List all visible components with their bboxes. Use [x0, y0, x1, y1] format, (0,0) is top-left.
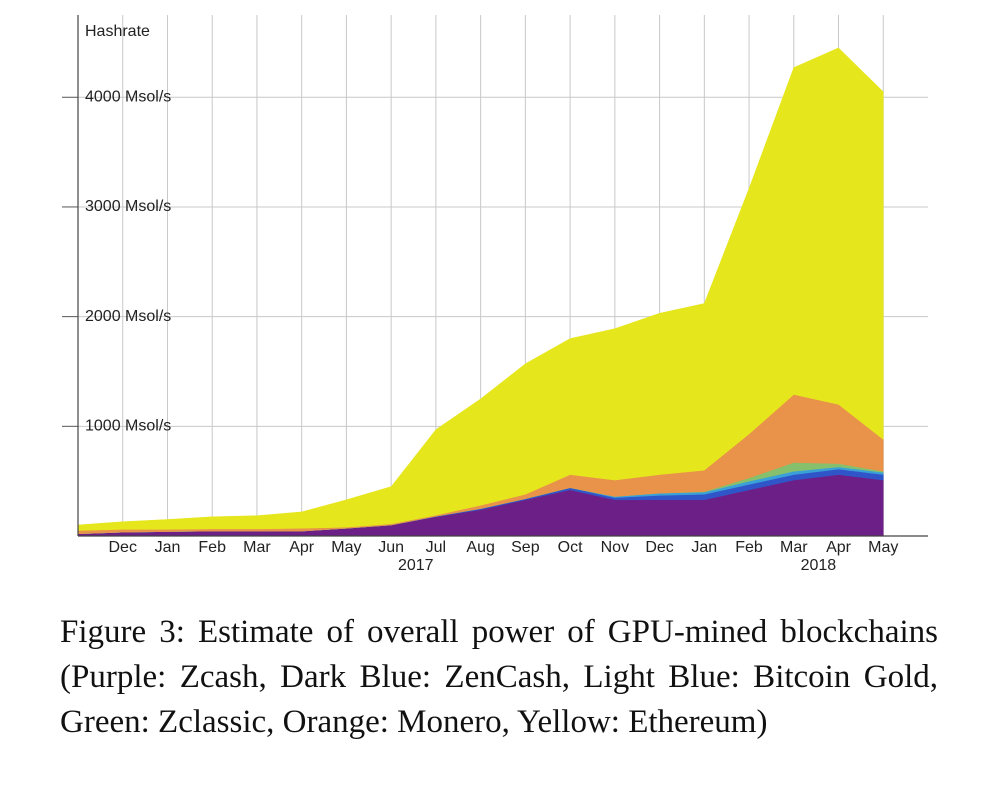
area — [77, 47, 884, 531]
x-tick-label: Jan — [691, 539, 717, 556]
x-tick-label: Jul — [426, 539, 446, 556]
x-tick-label: Apr — [826, 539, 852, 556]
axes: Dec Jan Feb Mar Apr May Jun Jul Aug Sep Oct Nov Dec J… — [62, 15, 928, 574]
x-tick-label: Dec — [109, 539, 137, 556]
x-tick-label: Aug — [466, 539, 494, 556]
x-tick-label: Jan — [155, 539, 181, 556]
x-tick-label: May — [331, 539, 361, 556]
x-tick-label: Mar — [780, 539, 808, 556]
y-axis-label: Hashrate — [85, 23, 150, 40]
x-tick-label: Nov — [601, 539, 629, 556]
x-tick-label: May — [868, 539, 898, 556]
x-tick-label: Sep — [511, 539, 540, 556]
x-tick-label: Feb — [735, 539, 763, 556]
x-tick-label: Dec — [645, 539, 673, 556]
chart: Hashrate Dec Jan Feb Mar Apr May Jun Jul Aug Sep O… — [62, 15, 928, 574]
x-tick-label: Mar — [243, 539, 271, 556]
y-tick-label: 3000 Msol/s — [85, 198, 171, 215]
x-tick-label: Apr — [289, 539, 315, 556]
x-tick-label: Jun — [378, 539, 404, 556]
y-tick-label: 4000 Msol/s — [85, 88, 171, 105]
x-tick-label: Feb — [198, 539, 226, 556]
y-tick-label: 2000 Msol/s — [85, 308, 171, 325]
x-year-label: 2017 — [398, 557, 434, 574]
figure-caption: Figure 3: Estimate of overall power of G… — [60, 614, 938, 740]
x-year-label: 2018 — [801, 557, 837, 574]
x-tick-label: Oct — [558, 539, 583, 556]
y-tick-label: 1000 Msol/s — [85, 418, 171, 435]
